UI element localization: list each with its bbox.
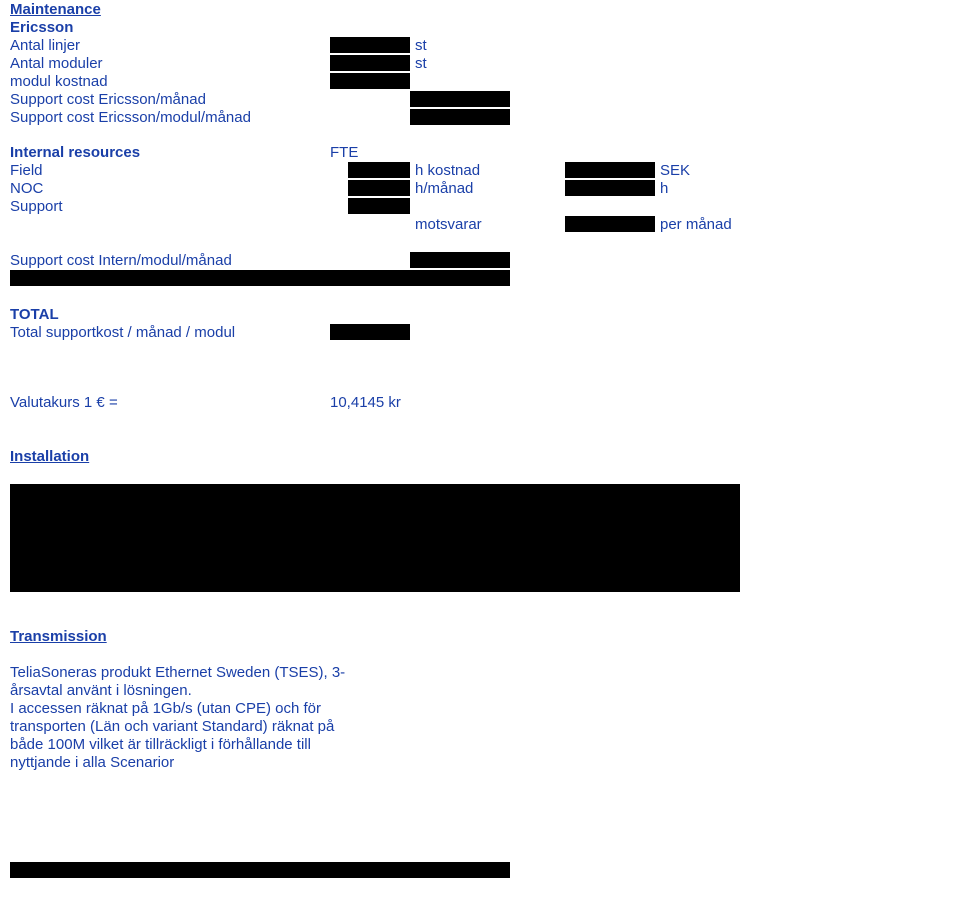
total-heading: TOTAL [10,306,59,323]
ericsson-subheading: Ericsson [10,19,73,36]
installation-heading: Installation [10,448,89,465]
redaction-bar [565,216,655,232]
redaction-bar [330,324,410,340]
valutakurs-value: 10,4145 kr [330,394,401,411]
redaction-bar [348,162,410,178]
noc-unit: h [660,180,668,197]
field-unit: SEK [660,162,690,179]
modul-kostnad-label: modul kostnad [10,73,108,90]
motsvarar-col3: motsvarar [415,216,482,233]
total-row-label: Total supportkost / månad / modul [10,324,235,341]
transmission-paragraph-2: I accessen räknat på 1Gb/s (utan CPE) oc… [10,700,334,772]
support-label: Support [10,198,63,215]
redaction-bar [410,109,510,125]
maintenance-heading: Maintenance [10,1,101,18]
redaction-bar [410,252,510,268]
antal-linjer-label: Antal linjer [10,37,80,54]
internal-resources-heading: Internal resources [10,144,140,161]
field-col3: h kostnad [415,162,480,179]
redaction-bar [348,198,410,214]
redaction-bar [330,55,410,71]
support-cost-ericsson-modul-manad-label: Support cost Ericsson/modul/månad [10,109,251,126]
redaction-bar [10,484,740,592]
redaction-bar [410,91,510,107]
redaction-bar [565,162,655,178]
noc-label: NOC [10,180,43,197]
support-cost-ericsson-manad-label: Support cost Ericsson/månad [10,91,206,108]
antal-moduler-label: Antal moduler [10,55,103,72]
redaction-bar [348,180,410,196]
motsvarar-suffix: per månad [660,216,732,233]
redaction-bar [330,73,410,89]
redaction-bar [330,37,410,53]
redaction-bar [10,862,510,878]
transmission-paragraph-1: TeliaSoneras produkt Ethernet Sweden (TS… [10,664,345,700]
antal-linjer-unit: st [415,37,427,54]
redaction-bar [10,270,510,286]
redaction-bar [565,180,655,196]
field-label: Field [10,162,43,179]
transmission-heading: Transmission [10,628,107,645]
support-cost-intern-modul-manad-label: Support cost Intern/modul/månad [10,252,232,269]
noc-col3: h/månad [415,180,473,197]
valutakurs-label: Valutakurs 1 € = [10,394,118,411]
fte-label: FTE [330,144,358,161]
antal-moduler-unit: st [415,55,427,72]
